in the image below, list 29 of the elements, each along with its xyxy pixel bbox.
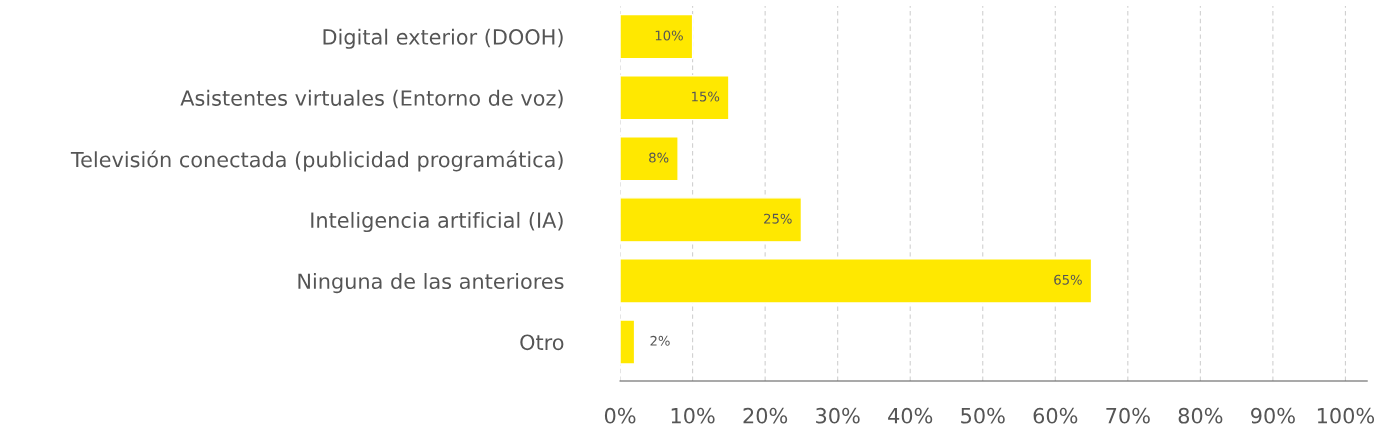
x-tick-label: 100% xyxy=(1317,407,1375,424)
x-tick-label: 30% xyxy=(816,407,860,424)
y-tick-label: Digital exterior (DOOH) xyxy=(323,28,563,49)
y-tick-label: Ninguna de las anteriores xyxy=(298,272,564,294)
x-tick-label: 80% xyxy=(1178,407,1223,424)
x-tick-label: 10% xyxy=(671,407,715,424)
bar xyxy=(620,13,694,60)
x-tick-label: 0% xyxy=(604,407,636,424)
x-tick-label: 20% xyxy=(743,407,788,424)
bar xyxy=(620,319,636,365)
bar xyxy=(620,258,1093,304)
x-tick-label: 90% xyxy=(1251,407,1295,424)
bar xyxy=(620,197,803,243)
y-tick-label: Inteligencia artificial (IA) xyxy=(311,211,563,233)
x-tick-label: 50% xyxy=(961,407,1005,424)
y-tick-label: Asistentes virtuales (Entorno de voz) xyxy=(180,89,563,109)
x-tick-label: 60% xyxy=(1033,407,1078,424)
data-label: 25% xyxy=(764,213,792,224)
data-label: 2% xyxy=(650,335,670,346)
bar xyxy=(620,75,730,121)
y-tick-label: Otro xyxy=(520,334,564,351)
data-label: 8% xyxy=(649,152,669,163)
data-label: 65% xyxy=(1054,274,1082,285)
data-label: 15% xyxy=(692,91,720,102)
data-label: 10% xyxy=(655,30,683,41)
x-tick-label: 40% xyxy=(888,407,933,424)
bar xyxy=(620,136,679,182)
x-tick-label: 70% xyxy=(1106,407,1150,424)
y-tick-label: Televisión conectada (publicidad programática) xyxy=(70,150,563,172)
